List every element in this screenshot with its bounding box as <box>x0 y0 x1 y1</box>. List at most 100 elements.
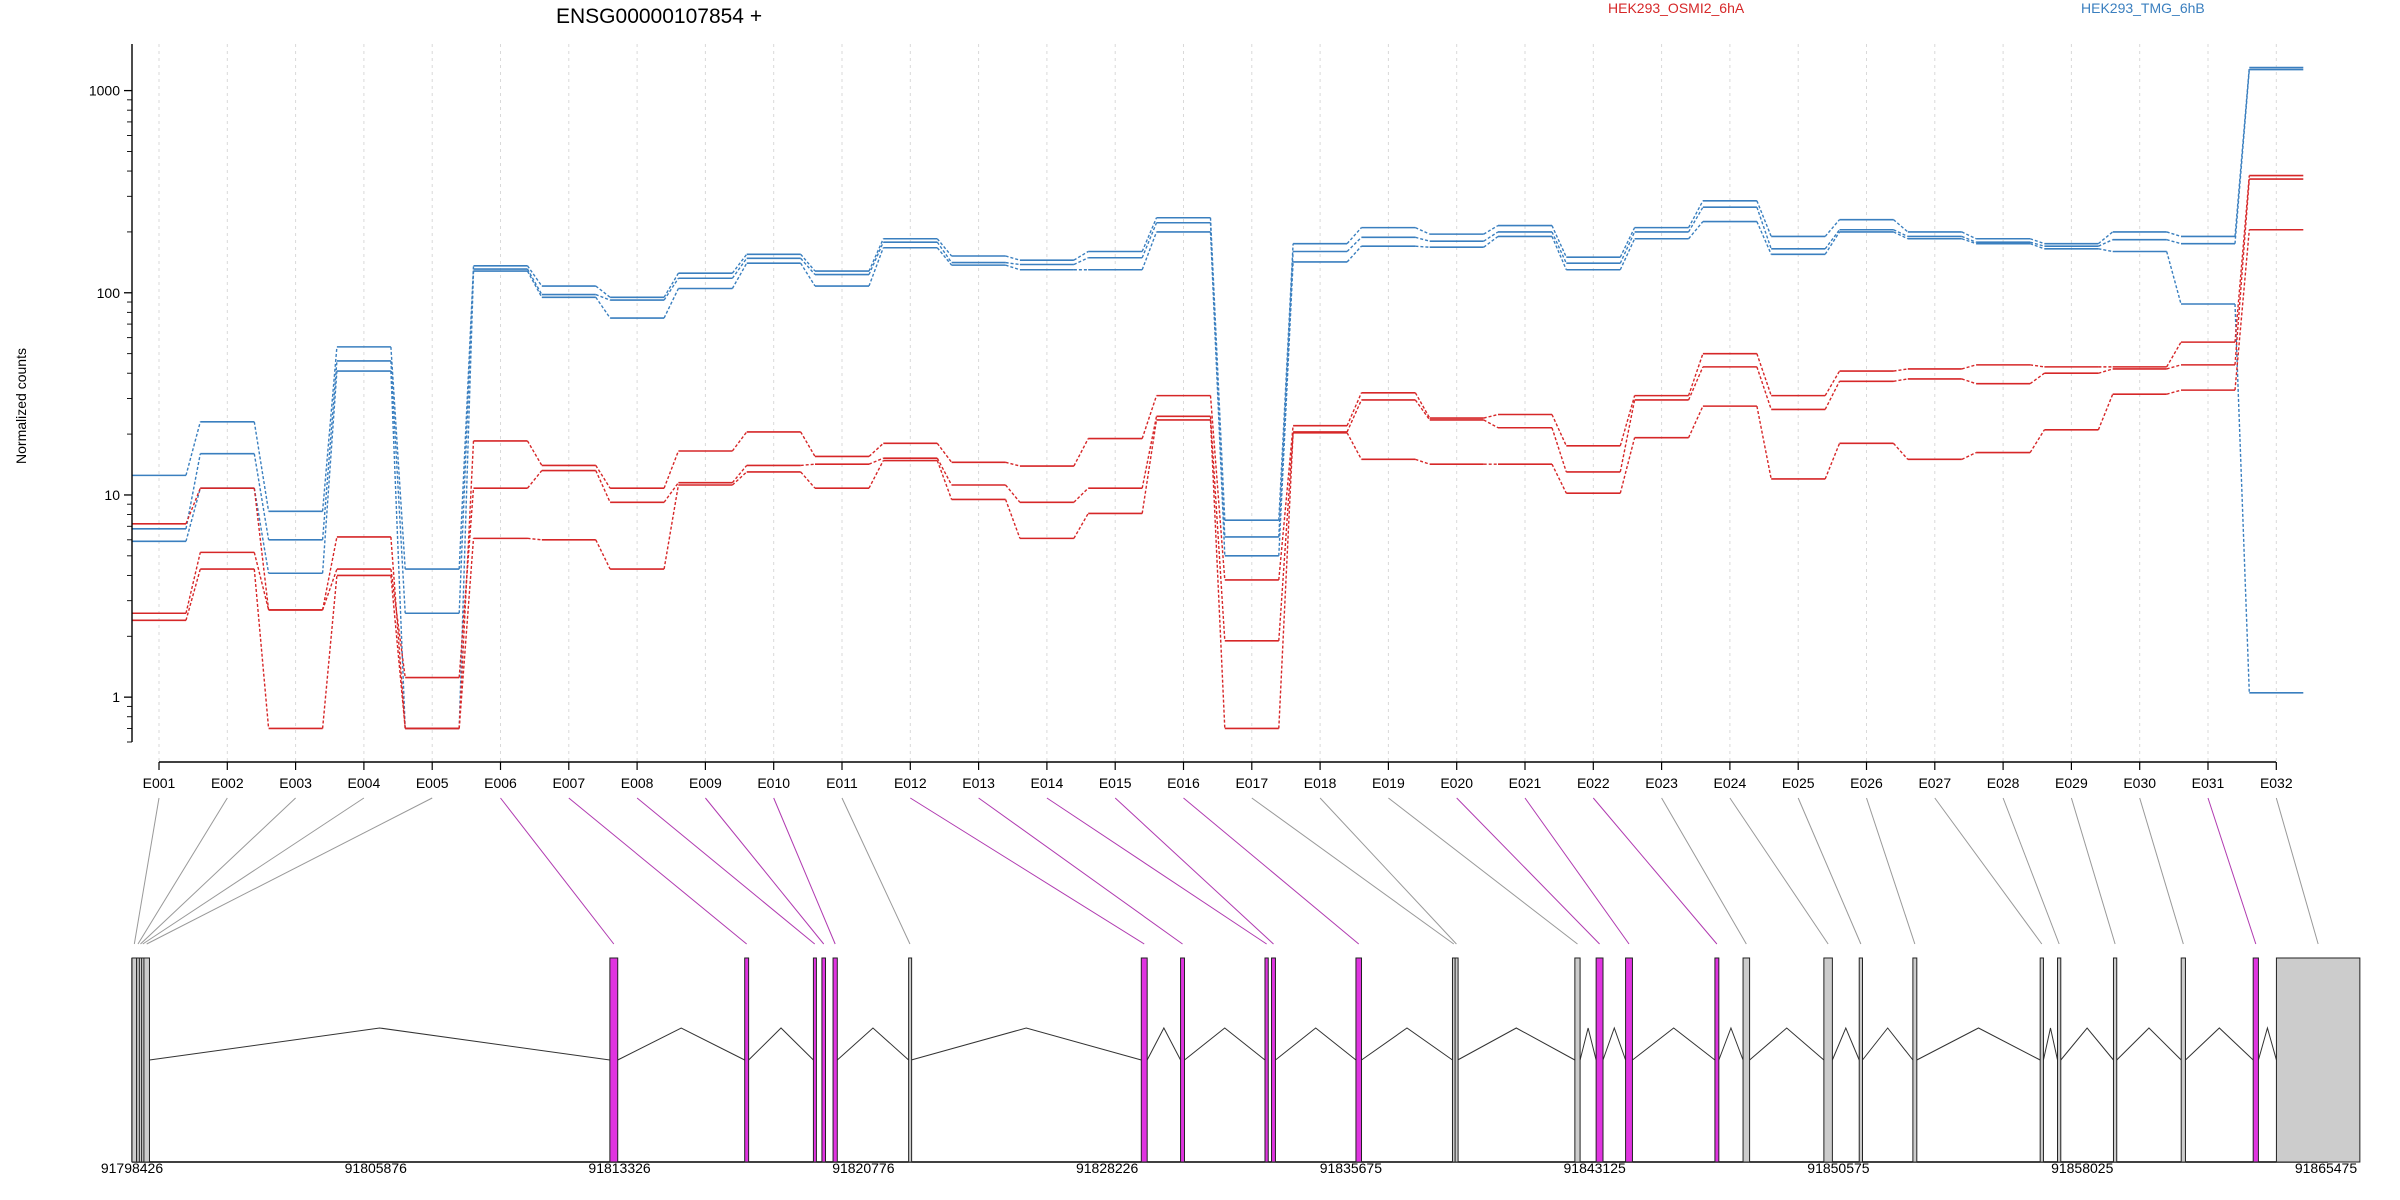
bin-transition <box>1619 231 1636 264</box>
x-tick-label-E026: E026 <box>1850 775 1883 791</box>
bin-transition <box>1414 399 1431 421</box>
bin-transition <box>1415 245 1430 248</box>
exon-bin-E020 <box>1595 957 1604 1163</box>
bin-transition <box>936 238 953 257</box>
bin-transition <box>1687 353 1704 396</box>
bin-transition <box>1756 221 1772 255</box>
bin-transition <box>1073 257 1089 266</box>
bin-transition <box>1004 499 1021 539</box>
intron <box>149 1027 610 1061</box>
coordinate-label: 91865475 <box>2295 1160 2358 1176</box>
connector-E028 <box>2002 797 2060 945</box>
bin-transition <box>1824 231 1841 255</box>
bin-transition <box>1415 226 1430 235</box>
bin-transition <box>2234 229 2250 391</box>
bin-transition <box>2234 175 2250 343</box>
bin-transition <box>595 296 611 319</box>
bin-transition <box>1824 443 1841 480</box>
bin-transition <box>2029 242 2045 250</box>
x-tick-label-E017: E017 <box>1235 775 1268 791</box>
bin-transition <box>800 253 816 272</box>
x-tick-label-E025: E025 <box>1782 775 1815 791</box>
bin-transition <box>1278 425 1294 580</box>
intron <box>1457 1027 1576 1061</box>
coordinate-label: 91858025 <box>2051 1160 2114 1176</box>
x-tick-label-E031: E031 <box>2192 775 2225 791</box>
bin-transition <box>663 450 680 489</box>
coordinate-label: 91813326 <box>588 1160 651 1176</box>
bin-transition <box>1346 392 1363 427</box>
bin-transition <box>1483 231 1499 242</box>
bin-transition <box>1893 229 1909 238</box>
exon-bin-E025 <box>1858 957 1863 1163</box>
bin-transition <box>2030 364 2045 368</box>
series-lines <box>132 66 2304 730</box>
bin-transition <box>1005 264 1021 271</box>
bin-transition <box>253 421 270 512</box>
series-5 <box>132 178 2304 679</box>
genomic-coordinate-labels: 91798426 91805876 91813326 91820776 91828226… <box>101 1160 2358 1176</box>
connector-E020 <box>1456 797 1600 945</box>
coordinate-label: 91805876 <box>345 1160 408 1176</box>
x-tick-label-E030: E030 <box>2123 775 2156 791</box>
bin-transition <box>595 465 611 489</box>
exon-bin-E022 <box>1714 957 1720 1163</box>
exon-boxes <box>131 957 2361 1163</box>
exon-bin-E018 <box>1454 957 1459 1163</box>
bin-transition <box>1073 250 1089 261</box>
bin-transition <box>1893 368 1908 372</box>
bin-transition <box>1005 261 1020 266</box>
bin-transition <box>1824 219 1841 237</box>
bin-transition <box>1346 227 1362 245</box>
intron <box>1361 1027 1453 1061</box>
y-axis: 1 10 100 1000 <box>89 44 133 743</box>
connector-E002 <box>137 797 228 945</box>
x-tick-label-E004: E004 <box>348 775 381 791</box>
exon-bin-E014 <box>1264 957 1269 1163</box>
bin-transition <box>1209 416 1226 641</box>
bin-to-exon-connectors <box>133 797 2319 945</box>
exon-bin-E011 <box>908 957 913 1163</box>
bin-transition <box>2166 251 2182 305</box>
x-tick-label-E008: E008 <box>621 775 654 791</box>
connector-E019 <box>1388 797 1578 945</box>
intron <box>1749 1027 1825 1061</box>
intron-lines <box>149 1026 2277 1061</box>
connector-E021 <box>1524 797 1630 945</box>
bin-transition <box>1005 461 1021 467</box>
bin-transition <box>1141 217 1158 252</box>
bin-transition <box>1551 414 1567 447</box>
bin-transition <box>1619 399 1636 473</box>
bin-transition <box>1824 229 1841 250</box>
x-tick-label-E002: E002 <box>211 775 244 791</box>
y-tick-label: 10 <box>104 487 120 503</box>
bin-transition <box>2166 389 2182 395</box>
bin-transition <box>1483 235 1499 248</box>
bin-transition <box>253 453 270 540</box>
bin-transition <box>1346 245 1362 263</box>
bin-transition <box>1483 419 1499 429</box>
exon-bin-E010 <box>832 957 838 1163</box>
exon-bin-E029 <box>2112 957 2118 1163</box>
bin-transition <box>1483 224 1499 235</box>
bin-transition <box>1141 419 1158 514</box>
bin-transition <box>1551 427 1567 473</box>
connector-E014 <box>1046 797 1267 945</box>
exon-bin-E015 <box>1271 957 1276 1163</box>
chart-title: ENSG00000107854 + <box>556 5 762 28</box>
bin-transition <box>1346 236 1362 253</box>
bin-transition <box>1209 222 1226 537</box>
bin-transition <box>253 488 270 574</box>
bin-transition <box>321 346 338 512</box>
bin-transition <box>321 568 338 611</box>
x-tick-label-E005: E005 <box>416 775 449 791</box>
intron <box>1718 1026 1744 1061</box>
bin-transition <box>1346 432 1363 460</box>
x-tick-label-E010: E010 <box>757 775 790 791</box>
connector-E024 <box>1729 797 1829 945</box>
vertical-gridlines <box>158 44 2277 762</box>
bin-transition <box>663 482 679 503</box>
connector-E013 <box>978 797 1183 945</box>
intron <box>836 1027 909 1061</box>
bin-transition <box>2234 69 2250 244</box>
